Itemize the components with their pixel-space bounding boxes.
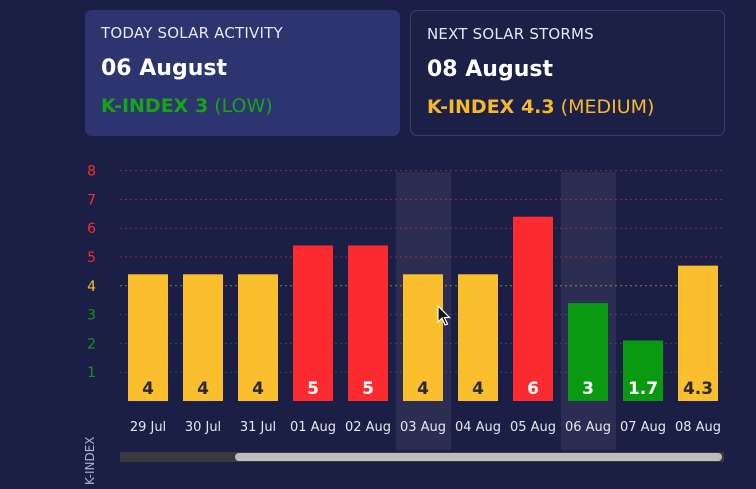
bar[interactable]: [348, 245, 388, 401]
today-k-index-value: K-INDEX 3: [101, 95, 209, 117]
bar-value-label: 4: [252, 379, 264, 399]
next-card-label: NEXT SOLAR STORMS: [427, 25, 594, 43]
x-tick-label: 08 Aug: [675, 420, 721, 435]
bar-value-label: 4: [472, 379, 484, 399]
bar-value-label: 4.3: [683, 379, 713, 399]
y-tick-label: 3: [87, 308, 96, 324]
bar[interactable]: [403, 274, 443, 401]
y-tick-label: 1: [87, 365, 96, 381]
x-tick-label: 31 Jul: [240, 420, 276, 435]
next-k-index-value: K-INDEX 4.3: [427, 96, 555, 118]
bar[interactable]: [293, 245, 333, 401]
bar-value-label: 5: [307, 379, 319, 399]
y-axis-label: K-INDEX: [83, 437, 97, 486]
today-k-index-level: (LOW): [214, 95, 273, 117]
x-tick-label: 05 Aug: [510, 420, 556, 435]
bar[interactable]: [183, 274, 223, 401]
horizontal-scrollbar-thumb[interactable]: [235, 453, 722, 461]
y-tick-label: 4: [87, 279, 96, 295]
bar[interactable]: [128, 274, 168, 401]
today-card-label: TODAY SOLAR ACTIVITY: [101, 24, 283, 42]
bar-value-label: 4: [417, 379, 429, 399]
x-tick-label: 29 Jul: [130, 420, 166, 435]
mouse-cursor-icon: [437, 305, 451, 326]
bar-value-label: 4: [197, 379, 209, 399]
x-tick-label: 01 Aug: [290, 420, 336, 435]
bar[interactable]: [623, 340, 663, 401]
bar-value-label: 4: [142, 379, 154, 399]
y-tick-label: 8: [87, 164, 96, 180]
x-tick-label: 03 Aug: [400, 420, 446, 435]
bar[interactable]: [238, 274, 278, 401]
y-tick-label: 6: [87, 221, 96, 237]
y-tick-label: 7: [87, 192, 96, 208]
bar[interactable]: [678, 265, 718, 401]
bar-value-label: 3: [582, 379, 594, 399]
next-k-index: K-INDEX 4.3 (MEDIUM): [427, 96, 708, 118]
y-tick-label: 2: [87, 336, 96, 352]
bar-value-label: 1.7: [628, 379, 658, 399]
bar[interactable]: [458, 274, 498, 401]
next-solar-storms-card: NEXT SOLAR STORMS 08 August K-INDEX 4.3 …: [410, 10, 725, 136]
bar[interactable]: [513, 216, 553, 401]
bar-value-label: 6: [527, 379, 539, 399]
x-tick-label: 04 Aug: [455, 420, 501, 435]
x-tick-label: 30 Jul: [185, 420, 221, 435]
today-k-index: K-INDEX 3 (LOW): [101, 95, 384, 117]
y-tick-label: 5: [87, 250, 96, 266]
bar[interactable]: [568, 303, 608, 401]
today-card-date: 06 August: [101, 56, 227, 81]
x-tick-label: 07 Aug: [620, 420, 666, 435]
bar-value-label: 5: [362, 379, 374, 399]
x-tick-label: 06 Aug: [565, 420, 611, 435]
next-card-date: 08 August: [427, 57, 553, 82]
x-tick-label: 02 Aug: [345, 420, 391, 435]
next-k-index-level: (MEDIUM): [560, 96, 655, 118]
today-solar-activity-card: TODAY SOLAR ACTIVITY 06 August K-INDEX 3…: [85, 10, 400, 136]
